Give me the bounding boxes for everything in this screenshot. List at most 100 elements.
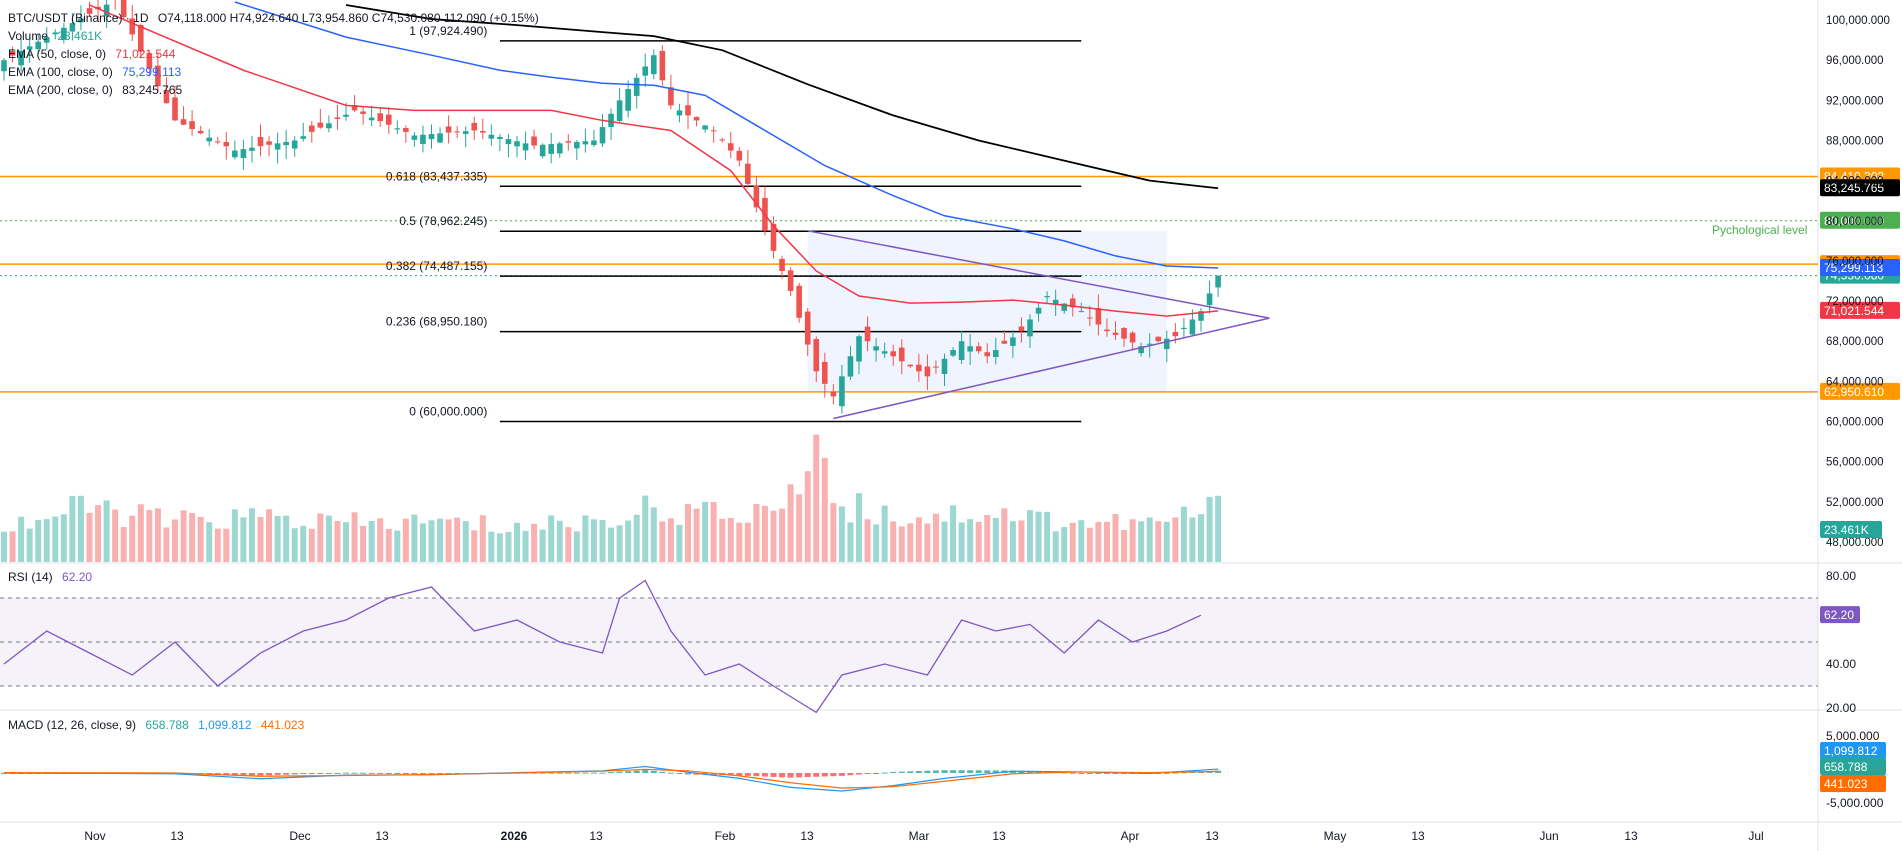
candle-body (18, 50, 24, 66)
candle-body (804, 311, 811, 345)
candle-body (103, 4, 110, 17)
time-axis-tick: Nov (84, 829, 105, 843)
candle-body (668, 87, 674, 106)
volume-bar (847, 522, 854, 562)
candle-body (197, 130, 204, 134)
candle-body (522, 143, 529, 151)
volume-bar (146, 510, 153, 562)
volume-bar (1086, 527, 1093, 562)
volume-bar (1112, 514, 1119, 562)
candle-body (633, 77, 640, 96)
candle-body (975, 346, 982, 352)
macd-histogram-bar (582, 772, 589, 774)
volume-bar (223, 528, 230, 562)
candle-body (924, 366, 931, 377)
macd-signal-value: 441.023 (260, 718, 305, 732)
macd-histogram-bar (394, 773, 401, 774)
candle-body (35, 41, 41, 50)
volume-bar (129, 515, 136, 562)
time-axis-tick: 2026 (501, 829, 528, 843)
time-axis-tick: 13 (589, 829, 603, 843)
candle-body (437, 133, 443, 143)
macd-histogram-bar (445, 773, 452, 774)
volume-bar (1052, 531, 1059, 562)
candle-body (454, 131, 460, 133)
triangle-lower-line (833, 317, 1270, 420)
macd-histogram-bar (1095, 773, 1102, 774)
candle-body (445, 126, 452, 133)
volume-bar (9, 531, 16, 562)
volume-bar (488, 531, 495, 562)
volume-bar (86, 512, 93, 562)
candle-body (129, 18, 136, 35)
volume-bar (796, 494, 803, 562)
volume-bar (1172, 517, 1179, 562)
candle-body (993, 349, 999, 357)
volume-bar (941, 521, 948, 562)
candle-body (232, 150, 238, 158)
ohlc-values: O74,118.000 H74,924.640 L73,954.860 C74,… (157, 11, 539, 25)
volume-bar (864, 519, 871, 562)
macd-histogram-bar (873, 773, 880, 774)
candle-body (685, 105, 691, 116)
macd-histogram-bar (1155, 773, 1162, 774)
volume-bar (445, 519, 452, 562)
macd-histogram-bar (231, 773, 238, 775)
candle-body (898, 347, 905, 362)
macd-hist-value: 658.788 (145, 718, 189, 732)
candle-body (608, 113, 614, 127)
candle-body (326, 123, 332, 129)
volume-bar (454, 517, 461, 562)
volume-bar (231, 509, 238, 562)
candle-body (249, 147, 255, 151)
volume-bar (274, 516, 281, 562)
macd-histogram-bar (1180, 772, 1187, 774)
volume-bar (377, 518, 384, 562)
macd-histogram-bar (1069, 772, 1076, 774)
macd-histogram-bar (556, 772, 563, 774)
volume-bar (685, 504, 691, 562)
macd-histogram-bar (317, 773, 324, 774)
volume-bar (283, 515, 290, 562)
volume-bar (573, 531, 580, 562)
volume-bar (368, 521, 375, 562)
volume-bar (496, 533, 503, 562)
candle-body (1001, 340, 1008, 344)
volume-bar (967, 519, 974, 562)
candle-body (120, 0, 127, 18)
volume-bar (402, 518, 409, 562)
candle-body (9, 50, 16, 56)
macd-histogram-bar (710, 773, 717, 775)
macd-histogram-bar (685, 773, 691, 775)
volume-bar (1001, 508, 1008, 562)
macd-histogram-bar (1018, 770, 1025, 773)
macd-histogram-bar (958, 770, 965, 773)
rsi-axis-tick: 20.00 (1826, 701, 1856, 715)
candle-body (1078, 311, 1085, 313)
candle-body (676, 110, 683, 116)
price-axis-tick: 60,000.000 (1826, 417, 1884, 429)
volume-bar (907, 523, 914, 562)
volume-bar (1, 531, 7, 562)
volume-bar (95, 505, 102, 562)
macd-histogram-bar (967, 770, 974, 773)
volume-bar (1027, 510, 1033, 562)
macd-histogram-bar (890, 771, 897, 773)
candle-body (351, 105, 358, 111)
volume-bar (1061, 527, 1068, 562)
volume-bar (633, 514, 640, 562)
macd-axis-tick: 5,000.000 (1826, 729, 1880, 743)
rsi-axis-tick: 40.00 (1826, 657, 1856, 671)
candle-body (206, 137, 212, 142)
volume-bar (1129, 519, 1136, 562)
macd-badge-label: 658.788 (1824, 760, 1868, 774)
candle-body (78, 18, 84, 23)
macd-histogram-bar (915, 771, 922, 773)
volume-bar (924, 523, 931, 562)
macd-histogram-bar (796, 773, 803, 778)
macd-badge-label: 1,099.812 (1824, 744, 1878, 758)
ema-price-badge-label: 71,021.544 (1824, 304, 1884, 318)
volume-bar (266, 509, 273, 562)
triangle-upper-line (807, 230, 1270, 319)
